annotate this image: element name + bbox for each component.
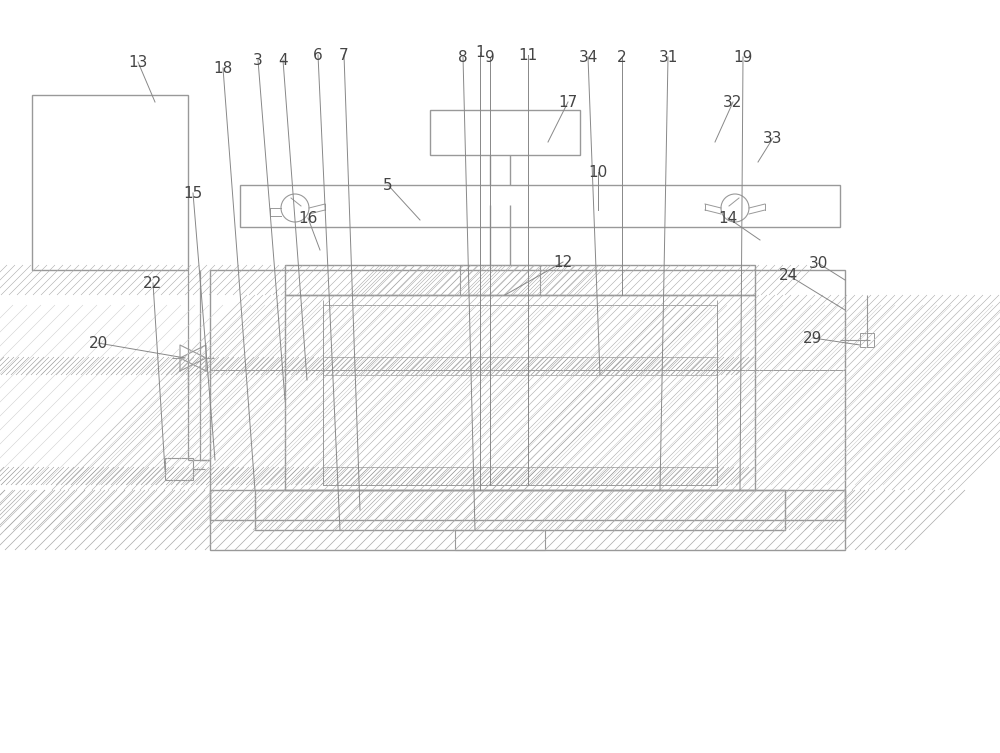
Bar (285, 295, 323, 490)
Bar (455, 530, 545, 550)
Text: 19: 19 (733, 50, 753, 65)
Bar (240, 185, 840, 227)
Text: 17: 17 (558, 94, 578, 109)
Text: 32: 32 (723, 94, 743, 109)
Text: 5: 5 (383, 178, 393, 193)
Bar (210, 490, 845, 550)
Text: 29: 29 (803, 331, 823, 346)
Text: 16: 16 (298, 211, 318, 225)
Bar (323, 467, 717, 485)
Text: 24: 24 (778, 267, 798, 282)
Text: 7: 7 (339, 47, 349, 62)
Bar (210, 270, 845, 520)
Bar (285, 295, 755, 490)
Bar (285, 265, 755, 295)
Bar (285, 265, 755, 295)
Text: 31: 31 (658, 50, 678, 65)
Text: 18: 18 (213, 60, 233, 75)
Text: 11: 11 (518, 47, 538, 62)
Bar (460, 265, 540, 295)
Text: 8: 8 (458, 50, 468, 65)
Text: 1: 1 (475, 44, 485, 59)
Bar (430, 110, 580, 155)
Bar (860, 333, 874, 347)
Bar (323, 305, 717, 485)
Bar (323, 357, 717, 375)
Bar (165, 458, 193, 480)
Text: 3: 3 (253, 53, 263, 68)
Bar (323, 357, 717, 375)
Bar (32, 95, 188, 270)
Text: 14: 14 (718, 211, 738, 225)
Bar (255, 490, 785, 530)
Text: 6: 6 (313, 47, 323, 62)
Text: 34: 34 (578, 50, 598, 65)
Text: 2: 2 (617, 50, 627, 65)
Bar (255, 490, 785, 530)
Text: 22: 22 (143, 276, 163, 291)
Text: 15: 15 (183, 185, 203, 200)
Text: 13: 13 (128, 54, 148, 69)
Text: 12: 12 (553, 255, 573, 270)
Text: 4: 4 (278, 53, 288, 68)
Bar (460, 265, 540, 295)
Text: 30: 30 (808, 255, 828, 270)
Bar (323, 467, 717, 485)
Bar (717, 295, 755, 490)
Bar (210, 490, 845, 550)
Text: 33: 33 (763, 130, 783, 145)
Text: 20: 20 (88, 336, 108, 350)
Text: 9: 9 (485, 50, 495, 65)
Text: 10: 10 (588, 164, 608, 179)
Bar (323, 305, 717, 485)
